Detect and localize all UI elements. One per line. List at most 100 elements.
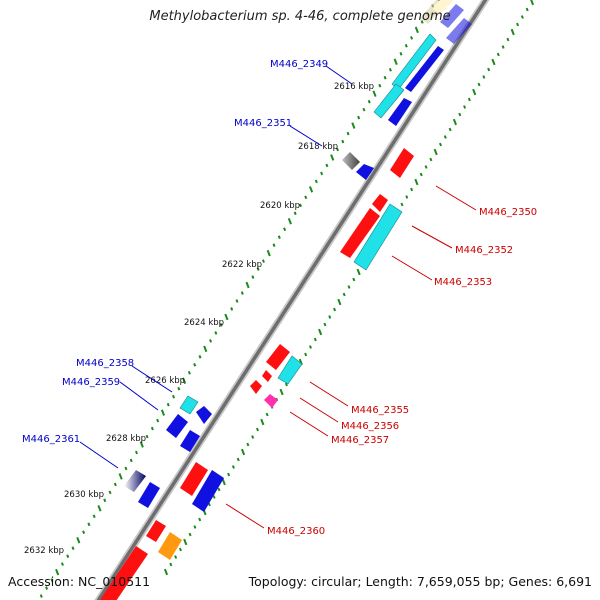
tick-mark <box>328 315 332 319</box>
tick-mark <box>39 594 43 598</box>
tick-mark <box>241 448 246 456</box>
scale-label-2630: 2630 kbp <box>64 490 104 500</box>
length-text: Length: 7,659,055 bp <box>365 574 501 589</box>
topology-text: Topology: circular <box>248 574 358 589</box>
tick-mark <box>333 307 337 312</box>
tick-mark <box>520 15 524 19</box>
tick-mark <box>458 112 462 117</box>
tick-mark <box>174 555 178 559</box>
tick-mark <box>188 532 192 537</box>
tick-mark <box>182 377 187 384</box>
tick-mark <box>424 165 428 169</box>
tick-mark <box>240 291 244 295</box>
tick-mark <box>414 26 419 34</box>
tick-mark <box>209 339 213 343</box>
tick-mark <box>330 154 335 161</box>
tick-mark <box>156 418 160 423</box>
tick-mark <box>217 487 221 492</box>
gene-orange-1 <box>158 532 182 560</box>
tick-mark <box>525 7 529 12</box>
tick-mark <box>221 478 226 486</box>
tick-mark <box>378 83 382 88</box>
tick-mark <box>272 243 276 247</box>
tick-mark <box>261 259 265 263</box>
tick-mark <box>342 292 346 297</box>
tick-mark <box>198 355 202 359</box>
tick-mark <box>256 427 259 432</box>
tick-mark <box>66 554 70 558</box>
gene-cyan-3 <box>179 395 199 415</box>
gene-blue-8 <box>138 482 160 508</box>
tick-mark <box>482 75 486 79</box>
tick-mark <box>177 386 181 391</box>
tick-mark <box>166 402 170 407</box>
genome-title: Methylobacterium sp. 4-46, complete geno… <box>149 9 451 24</box>
tick-mark <box>414 178 419 186</box>
gene-red-8 <box>146 520 166 542</box>
tick-mark <box>429 157 433 162</box>
reverse-gene-labels: M446_2350 M446_2352 M446_2353 M446_2355 … <box>225 185 537 537</box>
tick-mark <box>129 458 133 463</box>
tick-mark <box>284 382 288 387</box>
tick-mark <box>265 412 269 417</box>
tick-mark <box>501 45 505 49</box>
tick-mark <box>113 482 117 487</box>
gene-red-4 <box>266 344 290 370</box>
gene-label-M446-2351: M446_2351 <box>234 118 292 129</box>
tick-mark <box>145 434 149 439</box>
tick-mark <box>76 536 81 544</box>
tick-mark <box>183 538 188 546</box>
tick-mark <box>372 90 377 97</box>
tick-mark <box>516 22 520 27</box>
tick-mark <box>87 522 91 527</box>
tick-mark <box>187 370 191 375</box>
tick-mark <box>341 139 345 144</box>
gene-blue-5 <box>196 406 212 424</box>
gene-label-M446-2353: M446_2353 <box>434 277 492 288</box>
scale-label-2626: 2626 kbp <box>145 376 185 386</box>
tick-mark <box>506 37 510 42</box>
tick-mark <box>266 249 271 257</box>
tick-mark <box>357 115 361 120</box>
tick-mark <box>400 202 404 207</box>
tick-mark <box>393 58 398 66</box>
tick-mark <box>448 127 452 132</box>
gene-red-9 <box>100 546 148 600</box>
tick-mark <box>362 107 366 112</box>
tick-mark <box>405 195 409 199</box>
tick-mark <box>496 52 500 57</box>
genome-summary: Topology: circular; Length: 7,659,055 bp… <box>248 574 592 589</box>
tick-mark <box>346 131 350 136</box>
tick-mark <box>325 163 329 168</box>
tick-mark <box>463 105 467 109</box>
gene-cyan-2 <box>373 83 405 119</box>
tick-mark <box>214 331 218 335</box>
tick-mark <box>283 227 287 232</box>
tick-mark <box>399 52 403 56</box>
tick-mark <box>309 186 314 193</box>
gene-navy-1 <box>124 470 146 492</box>
backbone <box>94 0 490 600</box>
tick-mark <box>420 20 424 24</box>
tick-mark <box>251 275 255 279</box>
tick-mark <box>320 171 324 176</box>
tick-mark <box>82 530 86 535</box>
gene-cyan-4 <box>353 203 403 271</box>
tick-mark <box>336 147 339 152</box>
tick-mark <box>50 578 54 582</box>
gene-red-6 <box>250 380 262 394</box>
tick-mark <box>383 75 387 80</box>
tick-mark <box>510 28 515 36</box>
tick-mark <box>410 36 414 40</box>
reverse-genes <box>100 148 414 600</box>
tick-mark <box>103 498 107 503</box>
tick-mark <box>337 298 342 306</box>
gene-label-M446-2357: M446_2357 <box>331 435 389 446</box>
tick-mark <box>439 142 442 147</box>
tick-mark <box>356 268 361 276</box>
tick-mark <box>178 547 182 552</box>
forward-gene-labels: M446_2349 M446_2351 M446_2358 M446_2359 … <box>22 59 353 469</box>
tick-mark <box>212 495 216 499</box>
faded-genes <box>420 0 472 44</box>
tick-mark <box>287 218 292 225</box>
